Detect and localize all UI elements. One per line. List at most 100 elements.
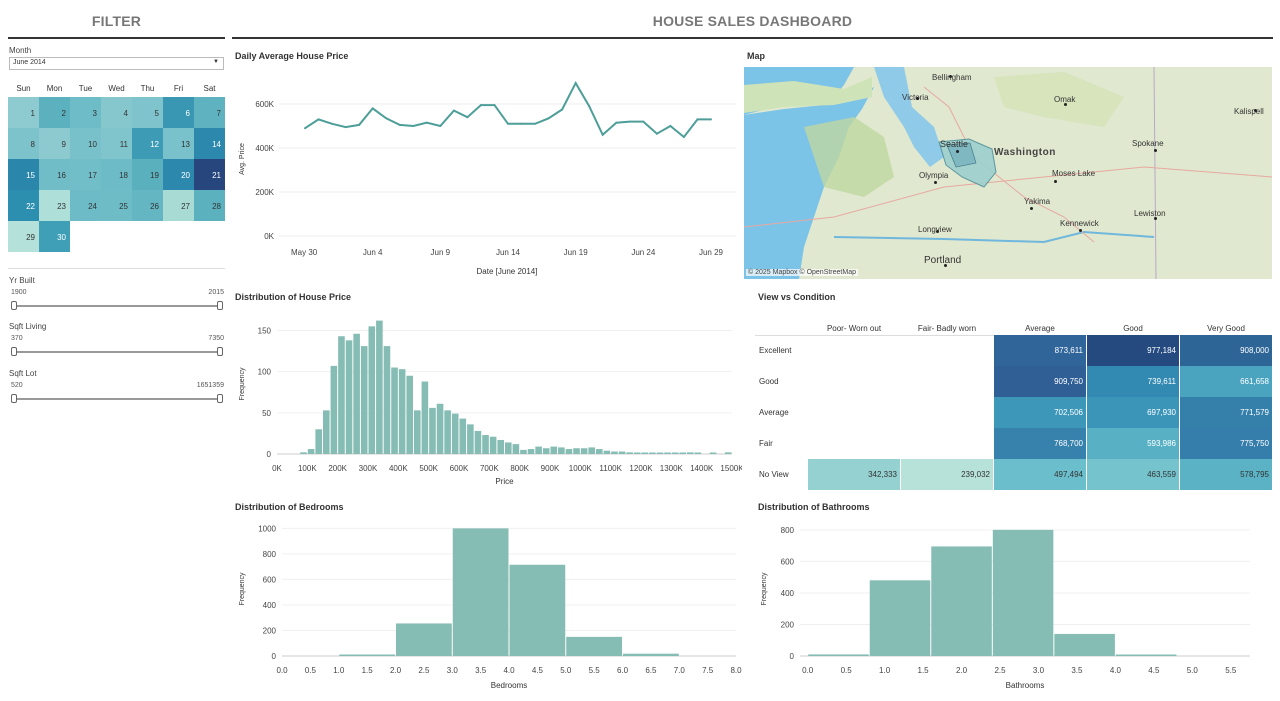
histogram-bar[interactable] — [452, 528, 509, 656]
histogram-bar[interactable] — [497, 440, 504, 454]
line-point[interactable] — [385, 117, 388, 120]
line-point[interactable] — [561, 108, 564, 111]
histogram-bar[interactable] — [573, 448, 580, 454]
line-point[interactable] — [331, 122, 334, 125]
heatmap-cell[interactable]: 497,494 — [994, 459, 1086, 490]
histogram-bar[interactable] — [436, 403, 444, 454]
histogram-bar[interactable] — [323, 410, 330, 454]
histogram-bar[interactable] — [664, 452, 671, 455]
heatmap-cell[interactable]: 342,333 — [808, 459, 900, 490]
histogram-bar[interactable] — [451, 413, 459, 454]
line-point[interactable] — [304, 127, 306, 130]
map-attribution[interactable]: © 2025 Mapbox © OpenStreetMap — [746, 269, 858, 276]
histogram-bar[interactable] — [580, 448, 588, 454]
line-point[interactable] — [479, 104, 482, 107]
heatmap-cell[interactable]: 739,611 — [1087, 366, 1179, 397]
histogram-bar[interactable] — [376, 320, 383, 454]
line-point[interactable] — [642, 120, 645, 123]
line-point[interactable] — [588, 105, 591, 108]
histogram-bar[interactable] — [550, 446, 558, 454]
line-point[interactable] — [439, 125, 442, 127]
histogram-bar[interactable] — [398, 369, 406, 454]
line-point[interactable] — [317, 118, 320, 121]
heatmap-cell[interactable]: 578,795 — [1180, 459, 1272, 490]
histogram-bar[interactable] — [330, 365, 338, 454]
histogram-bar[interactable] — [520, 449, 527, 454]
histogram-bar[interactable] — [588, 447, 595, 454]
line-point[interactable] — [601, 133, 604, 136]
histogram-bar[interactable] — [992, 529, 1054, 656]
line-point[interactable] — [371, 107, 374, 110]
calendar-day[interactable]: 22 — [8, 190, 39, 221]
heatmap-cell[interactable]: 697,930 — [1087, 397, 1179, 428]
histogram-bar[interactable] — [512, 444, 520, 454]
heatmap-cell[interactable]: 771,579 — [1180, 397, 1272, 428]
calendar-day[interactable]: 23 — [39, 190, 70, 221]
histogram-bar[interactable] — [368, 326, 376, 454]
calendar-day[interactable]: 1 — [8, 97, 39, 128]
histogram-bar[interactable] — [482, 435, 489, 454]
line-point[interactable] — [412, 125, 415, 127]
calendar-day[interactable]: 2 — [39, 97, 70, 128]
calendar-day[interactable]: 28 — [194, 190, 225, 221]
month-select[interactable]: June 2014 ▼ — [9, 57, 224, 70]
heatmap-cell[interactable]: 775,750 — [1180, 428, 1272, 459]
histogram-bar[interactable] — [623, 653, 679, 656]
line-point[interactable] — [344, 126, 347, 129]
heatmap-cell[interactable]: 463,559 — [1087, 459, 1179, 490]
range-slider-max-handle[interactable] — [217, 394, 223, 403]
line-point[interactable] — [398, 123, 401, 126]
histogram-bar[interactable] — [315, 429, 322, 454]
histogram-bar[interactable] — [414, 410, 421, 454]
range-slider-min-handle[interactable] — [11, 394, 17, 403]
heatmap-cell[interactable]: 873,611 — [994, 335, 1086, 366]
histogram-bar[interactable] — [641, 452, 649, 455]
line-point[interactable] — [507, 122, 509, 125]
histogram-bar[interactable] — [869, 580, 931, 656]
histogram-bar[interactable] — [656, 452, 664, 455]
line-point[interactable] — [534, 122, 537, 125]
histogram-bar[interactable] — [467, 424, 474, 454]
calendar-day[interactable]: 13 — [163, 128, 194, 159]
heatmap-cell[interactable]: 593,986 — [1087, 428, 1179, 459]
histogram-bar[interactable] — [396, 623, 452, 656]
price-line[interactable] — [304, 81, 711, 139]
histogram-bar[interactable] — [489, 436, 497, 454]
histogram-bar[interactable] — [931, 546, 992, 656]
calendar-day[interactable]: 9 — [39, 128, 70, 159]
calendar-day[interactable]: 29 — [8, 221, 39, 252]
line-point[interactable] — [615, 121, 618, 124]
histogram-bar[interactable] — [353, 333, 360, 454]
histogram-bar[interactable] — [808, 654, 869, 656]
line-point[interactable] — [655, 132, 658, 135]
line-point[interactable] — [520, 122, 523, 125]
line-point[interactable] — [547, 117, 550, 120]
calendar-day[interactable]: 26 — [132, 190, 163, 221]
line-point[interactable] — [574, 82, 577, 85]
histogram-bar[interactable] — [429, 407, 436, 454]
calendar-day[interactable]: 20 — [163, 159, 194, 190]
calendar-day[interactable]: 14 — [194, 128, 225, 159]
range-slider-track[interactable] — [14, 351, 221, 353]
calendar-day[interactable]: 17 — [70, 159, 101, 190]
range-slider-min-handle[interactable] — [11, 347, 17, 356]
histogram-bar[interactable] — [360, 346, 368, 454]
histogram-bar[interactable] — [633, 452, 641, 455]
histogram-bar[interactable] — [626, 452, 633, 454]
histogram-bar[interactable] — [565, 449, 573, 454]
histogram-bar[interactable] — [535, 446, 542, 454]
histogram-bar[interactable] — [527, 449, 535, 454]
histogram-bar[interactable] — [406, 375, 413, 454]
calendar-day[interactable]: 6 — [163, 97, 194, 128]
calendar-day[interactable]: 30 — [39, 221, 70, 252]
histogram-bar[interactable] — [307, 449, 315, 454]
histogram-bar[interactable] — [300, 452, 307, 454]
histogram-bar[interactable] — [542, 448, 550, 454]
histogram-bar[interactable] — [383, 346, 391, 454]
calendar-day[interactable]: 5 — [132, 97, 163, 128]
line-point[interactable] — [628, 120, 631, 123]
calendar-day[interactable]: 24 — [70, 190, 101, 221]
calendar-day[interactable]: 7 — [194, 97, 225, 128]
calendar-day[interactable]: 3 — [70, 97, 101, 128]
chevron-down-icon[interactable]: ▼ — [213, 59, 219, 65]
